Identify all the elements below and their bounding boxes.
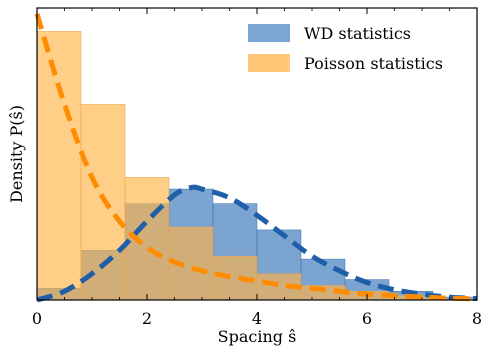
x-axis-label: Spacing ŝ — [218, 327, 297, 346]
x-tick-label: 8 — [472, 309, 482, 328]
x-tick-label: 6 — [362, 309, 372, 328]
legend-label-wd: WD statistics — [304, 24, 411, 43]
fit-curves — [34, 13, 478, 303]
wd-fit-curve — [36, 184, 478, 303]
legend-swatch-wd — [248, 24, 290, 42]
y-axis-label: Density P(ŝ) — [7, 105, 26, 203]
legend-label-poisson: Poisson statistics — [304, 54, 443, 73]
axis-ticks: 0 2 4 6 8 — [32, 8, 482, 328]
x-tick-label: 2 — [142, 309, 152, 328]
x-tick-label: 0 — [32, 309, 42, 328]
legend-swatch-poisson — [248, 54, 290, 72]
poisson-bar-0 — [36, 31, 82, 301]
poisson-bar-2 — [124, 177, 170, 301]
x-tick-label: 4 — [252, 309, 262, 328]
legend: WD statistics Poisson statistics — [248, 24, 443, 73]
poisson-fit-curve — [34, 13, 478, 302]
